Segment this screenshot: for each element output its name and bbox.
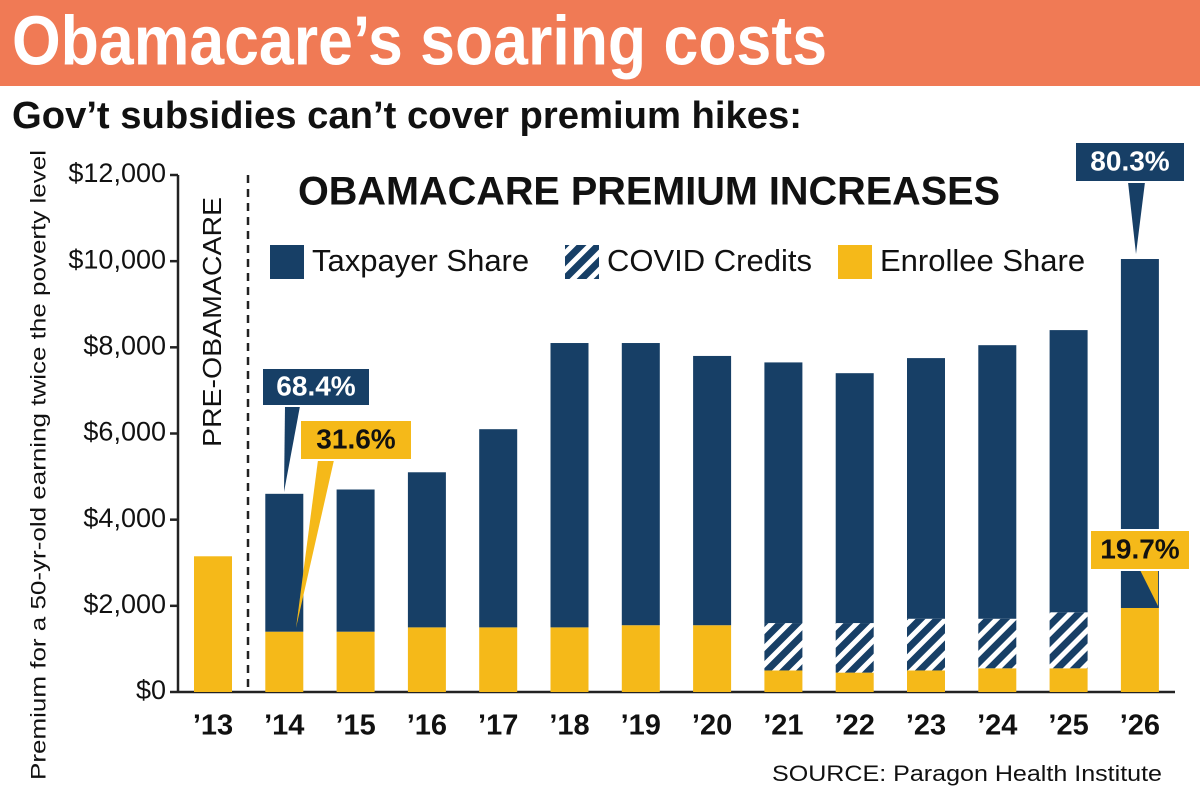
callout-pointer <box>284 406 300 492</box>
y-tick-label: $8,000 <box>83 330 166 360</box>
bar-segment <box>194 556 232 692</box>
x-tick-label: ’26 <box>1120 710 1160 742</box>
y-axis-label: Premium for a 50-yr-old earning twice th… <box>28 150 51 780</box>
bar-segment <box>907 358 945 619</box>
bar-segment <box>621 625 660 692</box>
legend-label: Enrollee Share <box>880 243 1085 278</box>
x-tick-label: ’19 <box>621 710 661 742</box>
bar-segment <box>550 343 589 628</box>
bar-segment <box>265 493 304 632</box>
y-tick-label: $0 <box>136 675 166 705</box>
callout-label: 19.7% <box>1100 533 1179 564</box>
callout-label: 31.6% <box>316 423 395 454</box>
callout-box <box>299 419 413 461</box>
bar-segment <box>907 618 945 671</box>
plot-title: OBAMACARE PREMIUM INCREASES <box>298 170 1000 214</box>
bar-segment <box>479 627 518 692</box>
bar-segment <box>764 670 803 692</box>
x-tick-label: ’18 <box>549 710 589 742</box>
bar-segment <box>1049 330 1088 613</box>
legend-label: Taxpayer Share <box>312 243 529 278</box>
chart-title: Obamacare’s soaring costs <box>12 1 827 79</box>
legend-swatch <box>838 245 872 279</box>
x-tick-label: ’16 <box>407 710 447 742</box>
bar-segment <box>835 623 874 673</box>
bar-segment <box>764 362 803 624</box>
x-tick-label: ’20 <box>692 710 732 742</box>
x-tick-label: ’15 <box>335 710 375 742</box>
callout-pointer <box>296 460 334 628</box>
bar-segment <box>693 355 732 626</box>
callout-pointer <box>1140 570 1158 606</box>
source: SOURCE: Paragon Health Institute <box>772 761 1162 786</box>
bar-segment <box>978 345 1017 619</box>
y-tick-label: $2,000 <box>83 589 166 619</box>
bar-segment <box>907 670 945 692</box>
callout-box <box>1074 141 1186 183</box>
bar-segment <box>978 618 1017 669</box>
legend-swatch <box>270 245 304 279</box>
bar-segment <box>479 429 518 628</box>
bar-segment <box>1120 607 1159 692</box>
y-tick-label: $10,000 <box>68 244 166 274</box>
bar-segment <box>693 625 732 692</box>
bar-segment <box>764 623 803 671</box>
bar-segment <box>978 668 1017 692</box>
x-tick-label: ’23 <box>906 710 946 742</box>
callout-label: 68.4% <box>276 370 355 401</box>
y-tick-label: $12,000 <box>68 158 166 188</box>
bar-segment <box>265 631 304 692</box>
x-tick-label: ’24 <box>977 710 1017 742</box>
callout-box <box>261 367 371 407</box>
x-tick-label: ’21 <box>763 710 803 742</box>
bar-segment <box>621 343 660 626</box>
bar-segment <box>407 472 446 628</box>
title-banner <box>0 0 1200 86</box>
x-tick-label: ’22 <box>835 710 875 742</box>
callout-label: 80.3% <box>1090 145 1169 176</box>
legend-label: COVID Credits <box>607 243 812 278</box>
bar-segment <box>336 631 375 692</box>
x-tick-label: ’13 <box>193 710 233 742</box>
bar-segment <box>336 489 375 632</box>
callout-pointer <box>1128 182 1145 254</box>
x-tick-label: ’17 <box>478 710 518 742</box>
bar-segment <box>835 373 874 624</box>
bar-segment <box>550 627 589 692</box>
x-tick-label: ’14 <box>264 710 304 742</box>
y-tick-label: $4,000 <box>83 503 166 533</box>
subtitle: Gov’t subsidies can’t cover premium hike… <box>12 95 802 137</box>
bar-segment <box>1049 612 1088 669</box>
x-tick-label: ’25 <box>1048 710 1088 742</box>
y-tick-label: $6,000 <box>83 417 166 447</box>
bar-segment <box>1049 668 1088 692</box>
callout-box <box>1089 529 1191 571</box>
divider-label: PRE-OBAMACARE <box>197 197 227 447</box>
bar-segment <box>407 627 446 692</box>
legend-swatch <box>565 245 599 279</box>
bar-segment <box>835 672 874 692</box>
